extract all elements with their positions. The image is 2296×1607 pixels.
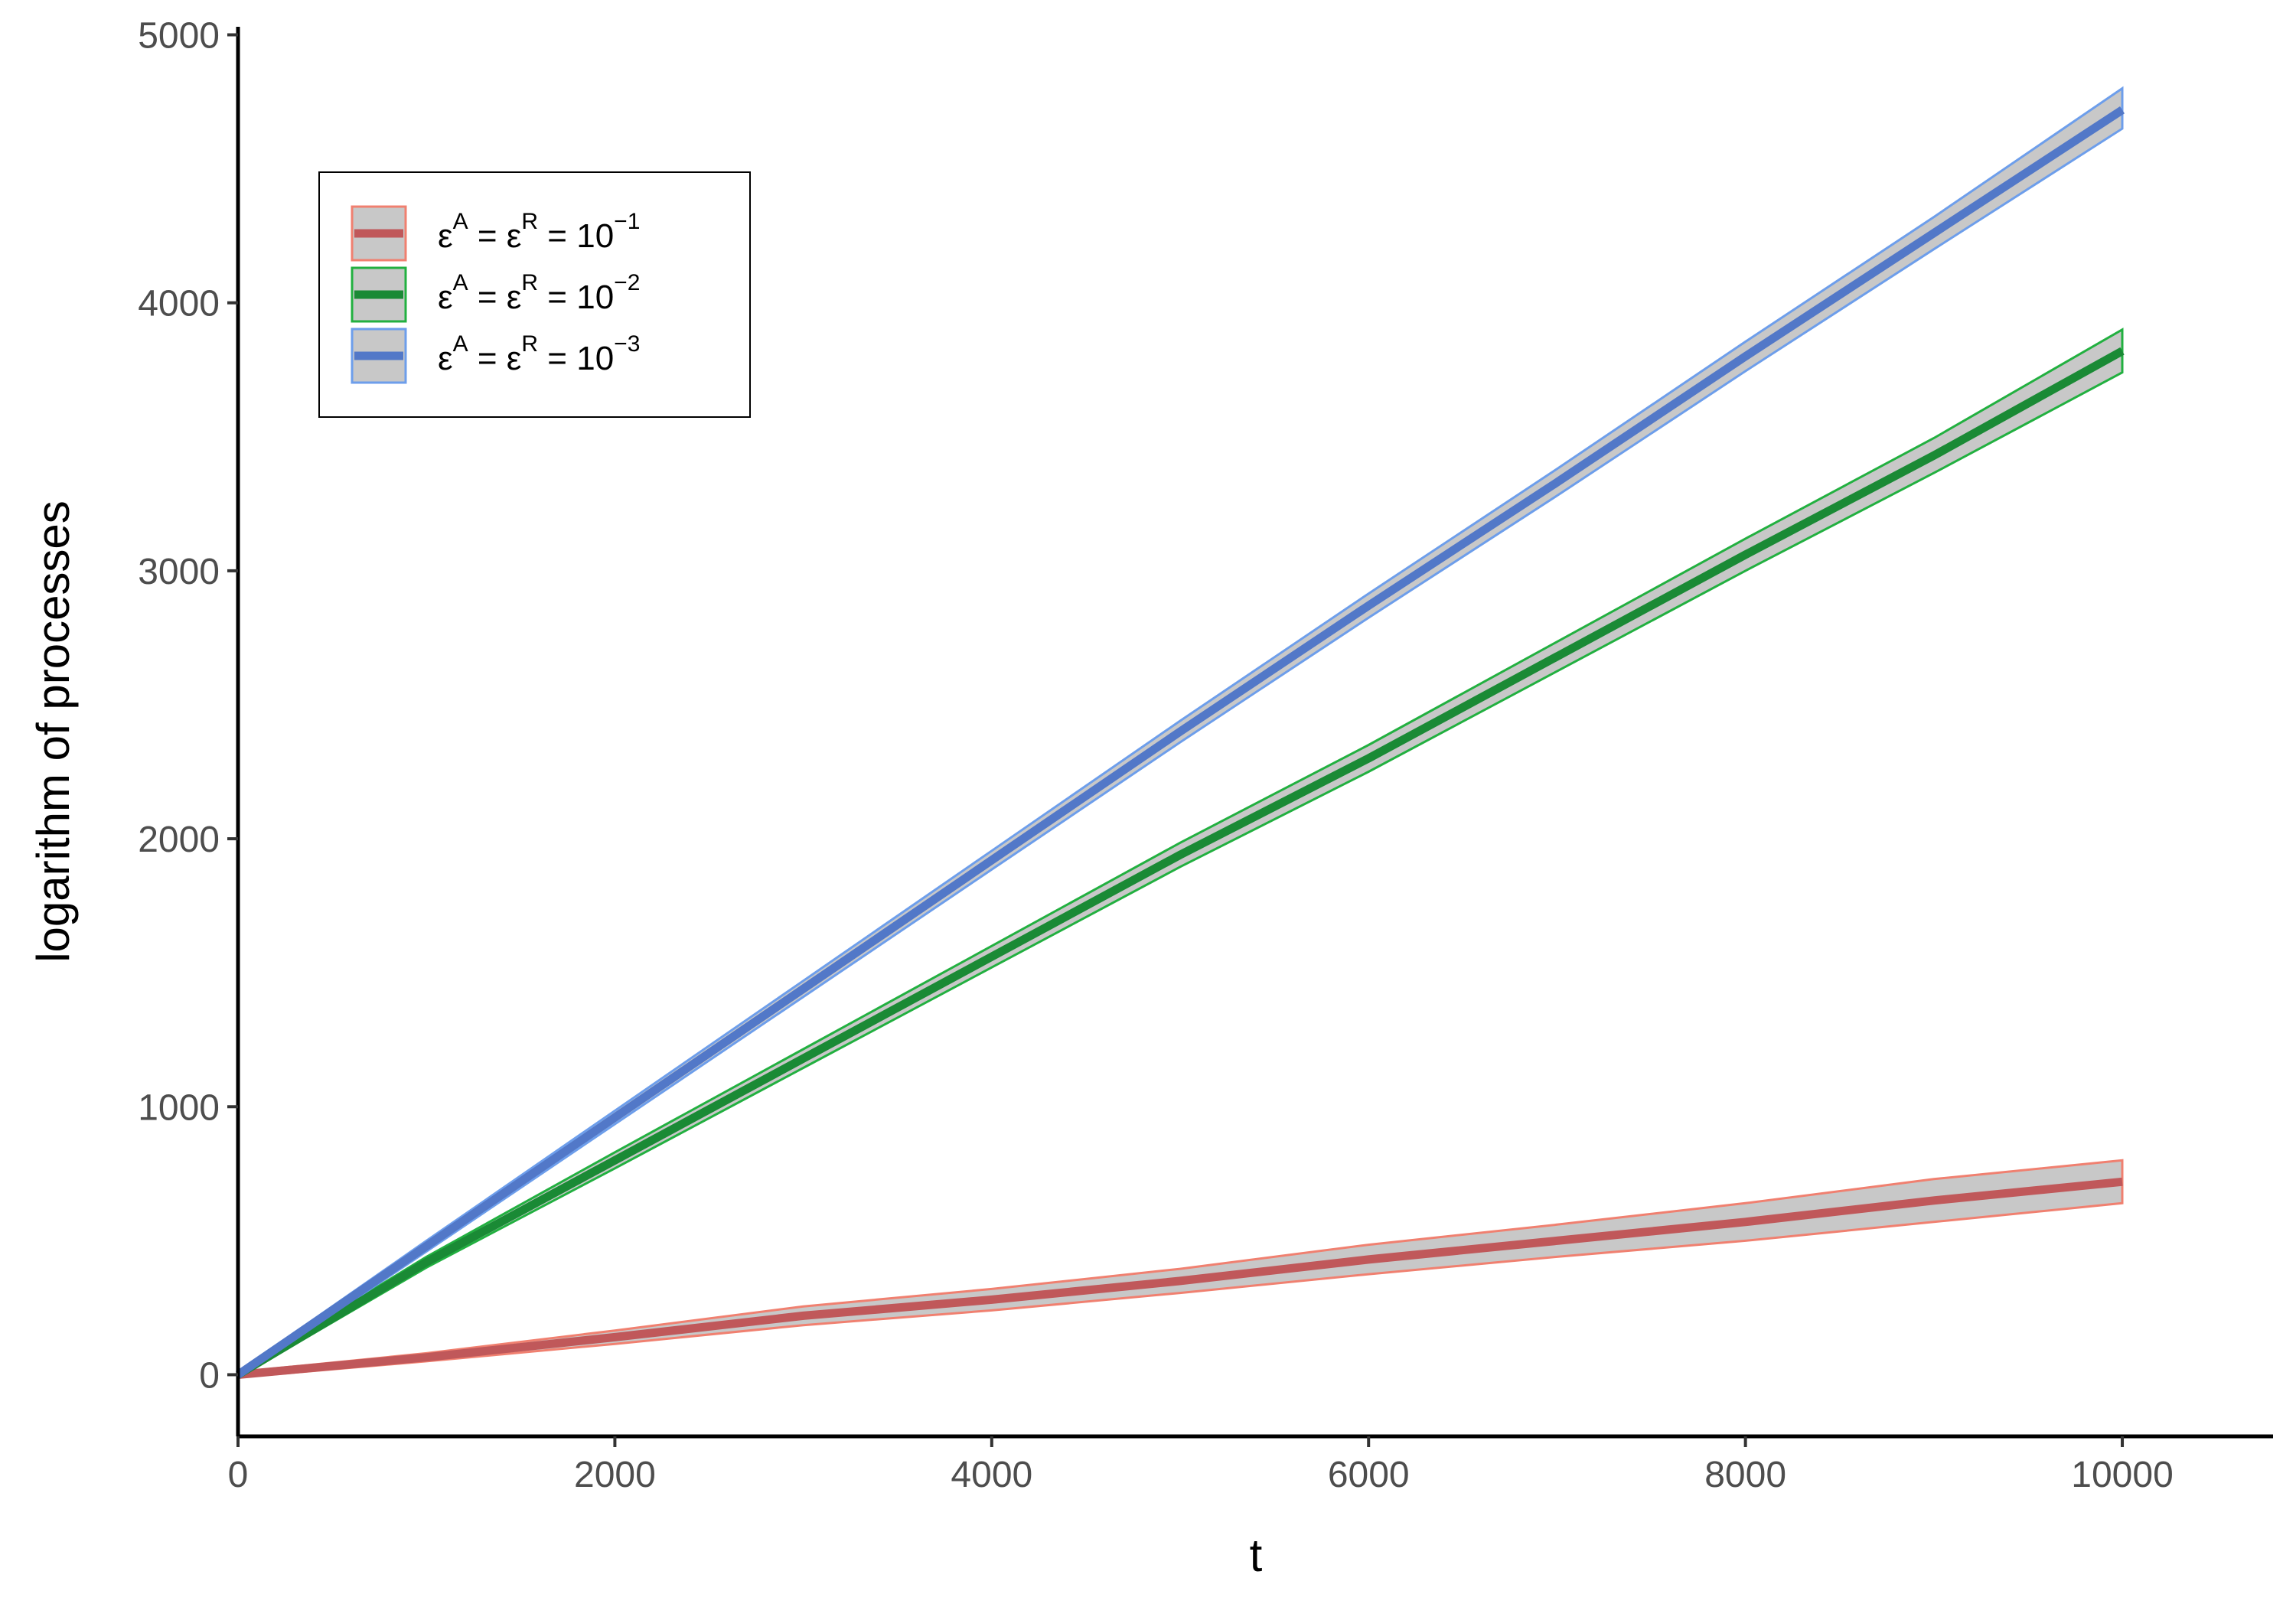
y-tick-label-2000: 2000 — [138, 820, 220, 860]
line-series-2 — [236, 347, 2125, 1379]
x-tick-label-6000: 6000 — [1328, 1455, 1410, 1495]
legend: εA = εR = 10−1 εA = εR = 10−2 εA = εR = 10… — [318, 171, 751, 418]
y-axis-title: logarithm of processes — [28, 500, 79, 963]
x-axis-title: t — [1250, 1530, 1263, 1581]
legend-label-1: εA = εR = 10−1 — [438, 209, 640, 255]
x-tick-label-4000: 4000 — [951, 1455, 1032, 1495]
x-axis-ticks: 0 2000 4000 6000 8000 10000 — [228, 1436, 2174, 1495]
y-tick-label-5000: 5000 — [138, 16, 220, 57]
line-series-1 — [237, 1177, 2123, 1379]
x-tick-label-2000: 2000 — [574, 1455, 656, 1495]
x-tick-label-8000: 8000 — [1704, 1455, 1786, 1495]
series-lines — [235, 106, 2125, 1379]
y-tick-label-0: 0 — [199, 1355, 220, 1396]
x-tick-label-10000: 10000 — [2071, 1455, 2173, 1495]
y-tick-label-1000: 1000 — [138, 1087, 220, 1128]
y-tick-label-3000: 3000 — [138, 552, 220, 592]
y-tick-label-4000: 4000 — [138, 284, 220, 324]
legend-label-2: εA = εR = 10−2 — [438, 270, 640, 316]
line-series-3 — [235, 106, 2125, 1379]
legend-label-3: εA = εR = 10−3 — [438, 331, 640, 377]
y-axis-ticks: 0 1000 2000 3000 4000 5000 — [138, 16, 238, 1396]
x-tick-label-0: 0 — [228, 1455, 249, 1495]
